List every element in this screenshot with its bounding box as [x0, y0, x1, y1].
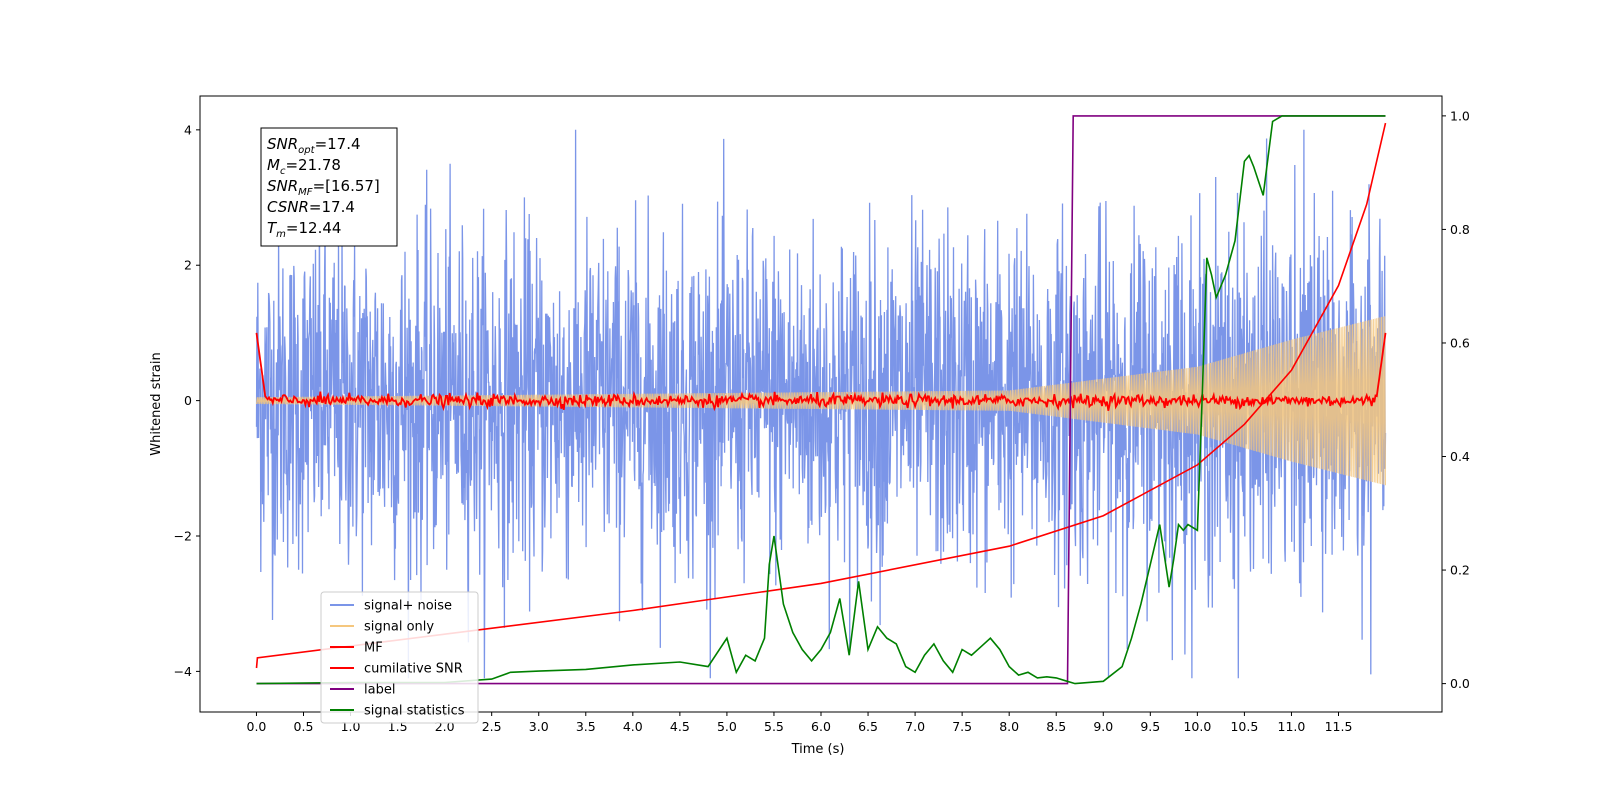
x-tick-label: 6.5: [858, 719, 878, 734]
y-axis-label: Whitened strain: [149, 352, 164, 455]
y-tick-label: −4: [174, 664, 192, 679]
x-tick-label: 0.5: [294, 719, 314, 734]
x-tick-label: 10.5: [1230, 719, 1258, 734]
legend-label: cumilative SNR: [364, 662, 463, 677]
x-tick-label: 5.5: [764, 719, 784, 734]
info-csnr: CSNR=17.4: [267, 198, 355, 216]
legend-label: signal statistics: [364, 704, 465, 719]
x-tick-label: 11.0: [1278, 719, 1306, 734]
x-tick-label: 9.0: [1093, 719, 1113, 734]
y2-tick-label: 0.2: [1450, 563, 1470, 578]
info-mc: Mc=21.78: [267, 156, 341, 177]
x-tick-label: 4.5: [670, 719, 690, 734]
y2-axis-ticks: 1.0 0.8 0.6 0.4 0.2 0.0: [1442, 108, 1470, 691]
x-tick-label: 7.5: [952, 719, 972, 734]
legend-label: signal+ noise: [364, 599, 452, 614]
y2-tick-label: 0.0: [1450, 676, 1470, 691]
y-axis-ticks: 4 2 0 −2 −4: [174, 122, 200, 679]
y2-tick-label: 1.0: [1450, 108, 1470, 123]
x-tick-label: 8.5: [1046, 719, 1066, 734]
info-box-frame: [260, 127, 398, 247]
x-tick-label: 11.5: [1325, 719, 1353, 734]
x-tick-label: 3.0: [529, 719, 549, 734]
series-signal-statistics: [256, 115, 1386, 685]
info-box: SNRopt=17.4 Mc=21.78 SNRMF=[16.57] CSNR=…: [260, 127, 398, 247]
x-tick-label: 2.5: [482, 719, 502, 734]
y2-tick-label: 0.4: [1450, 449, 1470, 464]
x-tick-label: 5.0: [717, 719, 737, 734]
x-tick-label: 10.0: [1183, 719, 1211, 734]
y-tick-label: 4: [184, 122, 192, 137]
info-tm: Tm=12.44: [267, 219, 341, 240]
legend-label: signal only: [364, 620, 434, 635]
y2-tick-label: 0.6: [1450, 335, 1470, 350]
x-tick-label: 4.0: [623, 719, 643, 734]
info-snr-mf: SNRMF=[16.57]: [267, 177, 380, 198]
x-tick-label: 9.5: [1140, 719, 1160, 734]
x-axis-label: Time (s): [791, 742, 845, 757]
x-tick-label: 3.5: [576, 719, 596, 734]
y-tick-label: −2: [174, 529, 192, 544]
series-label: [256, 115, 1386, 685]
y-tick-label: 2: [184, 258, 192, 273]
legend-label: label: [364, 683, 395, 698]
y-tick-label: 0: [184, 393, 192, 408]
info-snr-opt: SNRopt=17.4: [267, 135, 361, 156]
x-tick-label: 6.0: [811, 719, 831, 734]
legend: signal+ noise signal only MF cumilative SNR…: [320, 591, 479, 724]
y2-tick-label: 0.8: [1450, 222, 1470, 237]
legend-frame: [320, 591, 479, 724]
legend-label: MF: [364, 641, 383, 656]
x-tick-label: 0.0: [247, 719, 267, 734]
x-tick-label: 7.0: [905, 719, 925, 734]
series-mf: [255, 332, 1387, 412]
x-tick-label: 8.0: [999, 719, 1019, 734]
